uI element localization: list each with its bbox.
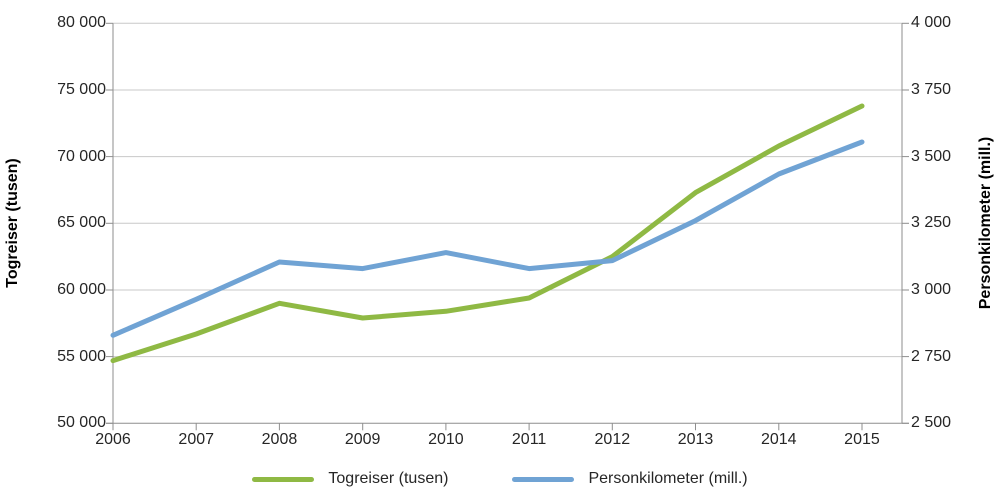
legend-label: Personkilometer (mill.) xyxy=(588,470,748,487)
right-axis-tick-label: 3 500 xyxy=(911,147,952,165)
left-axis-tick-label: 60 000 xyxy=(57,280,106,298)
x-axis-tick-label: 2009 xyxy=(344,431,381,448)
legend-item-0: Togreiser (tusen) xyxy=(252,470,448,488)
x-axis-tick-label: 2013 xyxy=(677,431,714,448)
right-axis-tick-label: 3 250 xyxy=(911,214,952,232)
legend-swatch-0 xyxy=(252,476,315,482)
left-axis-tick-label: 55 000 xyxy=(57,347,106,365)
legend-label: Togreiser (tusen) xyxy=(328,470,449,487)
x-axis-tick-label: 2007 xyxy=(178,431,215,448)
right-axis-tick-label: 2 750 xyxy=(911,347,952,365)
right-axis-tick-label: 2 500 xyxy=(911,414,952,432)
right-axis-title: Personkilometer (mill.) xyxy=(977,136,994,310)
left-axis-tick-label: 50 000 xyxy=(57,414,106,432)
left-axis-tick-label: 65 000 xyxy=(57,214,106,232)
x-axis-tick-label: 2011 xyxy=(511,431,547,448)
left-axis-tick-label: 75 000 xyxy=(57,80,106,98)
x-axis-tick-label: 2010 xyxy=(428,431,464,448)
series-line-0 xyxy=(110,103,865,364)
right-axis-tick-label: 3 000 xyxy=(911,280,952,298)
right-axis-tick-label: 3 750 xyxy=(911,80,952,98)
x-axis-tick-label: 2012 xyxy=(594,431,631,448)
legend: Togreiser (tusen) Personkilometer (mill.) xyxy=(0,464,1000,494)
x-axis-tick-label: 2014 xyxy=(760,431,797,448)
x-axis-tick-label: 2008 xyxy=(261,431,298,448)
legend-swatch-1 xyxy=(512,476,575,482)
series-line-1 xyxy=(110,139,865,338)
x-axis-tick-label: 2006 xyxy=(95,431,131,448)
left-axis-title: Togreiser (tusen) xyxy=(4,158,21,288)
left-axis-tick-label: 80 000 xyxy=(57,14,106,32)
x-axis-tick-label: 2015 xyxy=(844,431,880,448)
legend-item-1: Personkilometer (mill.) xyxy=(512,470,748,488)
left-axis-tick-label: 70 000 xyxy=(57,147,106,165)
right-axis-tick-label: 4 000 xyxy=(911,14,952,32)
